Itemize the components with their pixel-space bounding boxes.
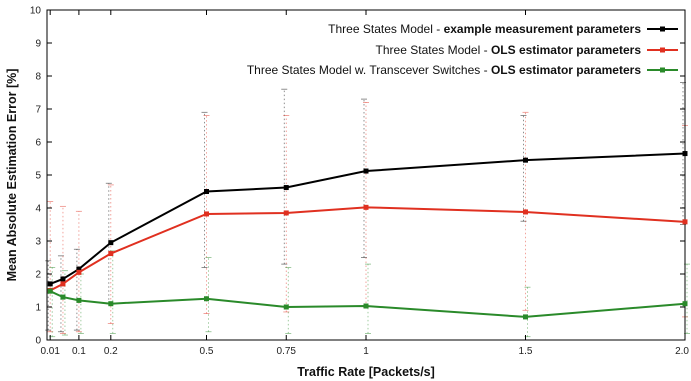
y-tick-label: 1 [35, 303, 41, 314]
legend-label-bold: OLS estimator parameters [491, 43, 641, 57]
data-point [523, 314, 528, 320]
data-point [204, 211, 209, 217]
data-point [76, 266, 82, 272]
y-axis-label: Mean Absolute Estimation Error [%] [5, 69, 19, 282]
error-bars [45, 82, 690, 338]
y-tick-label: 0 [35, 336, 41, 347]
data-point [682, 301, 688, 307]
x-tick-label: 0.75 [277, 346, 297, 357]
legend-label-bold: OLS estimator parameters [491, 63, 641, 77]
data-point [283, 304, 289, 310]
legend-label: Three States Model w. Transcever Switche… [247, 63, 641, 77]
data-point [204, 296, 209, 302]
series-line [49, 206, 686, 292]
y-tick-label: 4 [35, 204, 41, 215]
data-point [47, 281, 53, 287]
data-point [363, 303, 369, 309]
series-lines [47, 151, 688, 320]
data-point [682, 219, 688, 225]
y-tick-label: 5 [35, 171, 41, 182]
data-point [47, 288, 53, 294]
y-tick-label: 9 [35, 39, 41, 50]
y-tick-label: 8 [35, 72, 41, 83]
data-point [60, 294, 66, 300]
x-tick-label: 2.0 [675, 346, 689, 357]
legend-label-bold: example measurement parameters [444, 22, 642, 36]
x-tick-label: 0.2 [104, 346, 118, 357]
x-axis-ticks: 0.01 0.1 0.2 0.5 0.75 1 1.5 2.0 [40, 10, 689, 357]
data-point [682, 151, 688, 157]
x-tick-label: 1.5 [519, 346, 533, 357]
data-point [60, 281, 66, 287]
data-point [363, 204, 369, 210]
x-tick-label: 0.5 [200, 346, 214, 357]
data-point [283, 210, 289, 216]
data-point [108, 240, 114, 246]
legend-label: Three States Model - OLS estimator param… [376, 43, 642, 57]
data-point [60, 276, 66, 282]
y-tick-label: 2 [35, 270, 41, 281]
legend-marker [660, 67, 665, 73]
y-tick-label: 6 [35, 138, 41, 149]
x-axis-label: Traffic Rate [Packets/s] [297, 365, 435, 379]
data-point [283, 185, 289, 191]
y-tick-label: 10 [30, 6, 42, 17]
y-tick-label: 3 [35, 237, 41, 248]
y-axis-ticks: 0 1 2 3 4 5 6 7 8 9 10 [30, 6, 685, 347]
data-point [523, 209, 528, 215]
legend-label-regular: Three States Model w. Transcever Switche… [247, 63, 491, 77]
x-tick-label: 1 [363, 346, 369, 357]
data-point [76, 269, 82, 275]
data-point [76, 297, 82, 303]
data-point [363, 168, 369, 174]
legend-marker [660, 47, 665, 53]
legend-label-regular: Three States Model - [328, 22, 443, 36]
data-point [108, 251, 114, 257]
legend-label: Three States Model - example measurement… [328, 22, 641, 36]
legend-label-regular: Three States Model - [376, 43, 491, 57]
x-tick-label: 0.1 [72, 346, 86, 357]
legend-marker [660, 26, 665, 32]
legend: Three States Model - example measurement… [247, 22, 678, 77]
x-tick-label: 0.01 [40, 346, 60, 357]
data-point [523, 157, 528, 163]
data-point [108, 301, 114, 307]
y-tick-label: 7 [35, 105, 41, 116]
data-point [204, 189, 209, 194]
